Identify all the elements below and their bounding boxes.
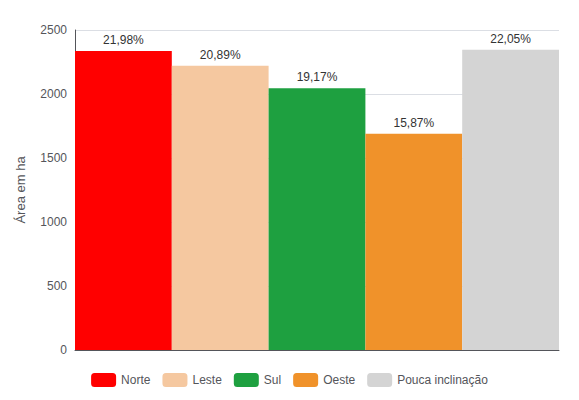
svg-text:19,17%: 19,17%: [297, 70, 338, 84]
svg-text:2000: 2000: [40, 87, 67, 101]
svg-text:2500: 2500: [40, 23, 67, 37]
svg-text:1000: 1000: [40, 215, 67, 229]
svg-text:Oeste: Oeste: [323, 373, 355, 387]
svg-text:Pouca inclinação: Pouca inclinação: [397, 373, 488, 387]
svg-text:15,87%: 15,87%: [393, 116, 434, 130]
svg-text:20,89%: 20,89%: [200, 48, 241, 62]
svg-text:22,05%: 22,05%: [490, 32, 531, 46]
svg-text:Norte: Norte: [121, 373, 151, 387]
svg-text:Leste: Leste: [192, 373, 222, 387]
svg-text:21,98%: 21,98%: [103, 33, 144, 47]
svg-text:0: 0: [60, 343, 67, 357]
svg-text:Área em ha: Área em ha: [13, 156, 28, 224]
svg-text:1500: 1500: [40, 151, 67, 165]
svg-text:Sul: Sul: [264, 373, 281, 387]
svg-text:500: 500: [47, 279, 67, 293]
